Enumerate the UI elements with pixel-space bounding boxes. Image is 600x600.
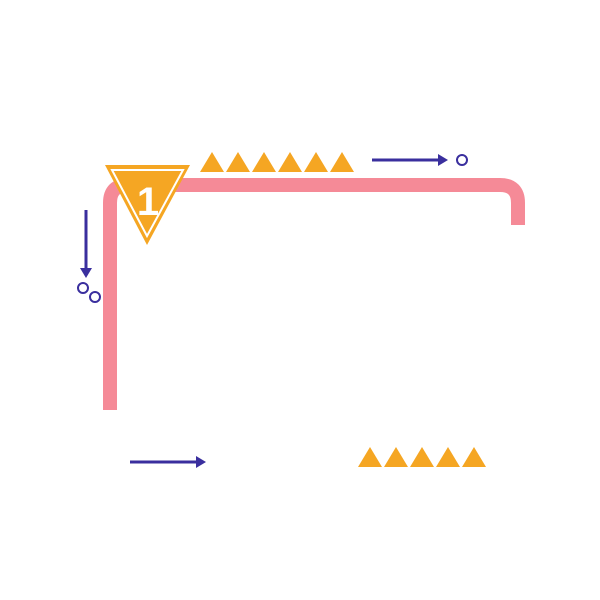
triangle-icon (462, 447, 486, 467)
open-circle-pair-left (78, 283, 100, 302)
triangle-icon (436, 447, 460, 467)
triangle-icon (278, 152, 302, 172)
arrow-right-bottom (130, 456, 206, 468)
triangle-icon (384, 447, 408, 467)
decorative-frame-diagram: 1 (0, 0, 600, 600)
triangle-icon (358, 447, 382, 467)
number-badge: 1 (105, 165, 190, 245)
triangle-icon (252, 152, 276, 172)
triangle-icon (410, 447, 434, 467)
triangle-icon (200, 152, 224, 172)
open-circle-top (457, 155, 467, 165)
triangle-icon (304, 152, 328, 172)
arrow-right-top (372, 154, 448, 166)
frame-stroke (110, 185, 518, 410)
badge-label: 1 (137, 180, 159, 224)
triangle-row-bottom (358, 447, 486, 467)
arrow-down-left (80, 210, 92, 278)
triangle-icon (226, 152, 250, 172)
triangle-icon (330, 152, 354, 172)
triangle-row-top (200, 152, 354, 172)
